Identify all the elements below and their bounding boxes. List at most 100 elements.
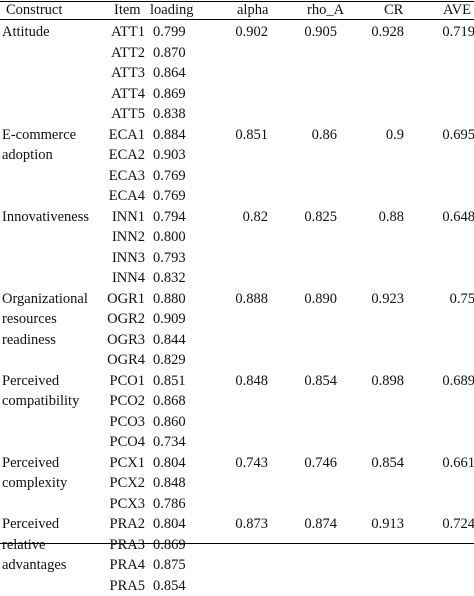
top-rule — [0, 1, 474, 2]
item-code: PCO4 — [109, 434, 145, 450]
construct-label: compatibility — [2, 393, 80, 409]
header-cr: CR — [384, 2, 404, 18]
item-code: ECA4 — [108, 188, 145, 204]
item-code: PCO2 — [109, 393, 145, 409]
item-code: ATT2 — [111, 44, 145, 61]
ave-value: 0.724 — [442, 516, 474, 532]
loading-value: 0.860 — [153, 413, 186, 430]
alpha-value: 0.873 — [235, 516, 268, 532]
loading-value: 0.838 — [153, 106, 186, 122]
loading-value: 0.769 — [153, 188, 186, 204]
cr-value: 0.88 — [378, 208, 404, 225]
loading-value: 0.800 — [153, 229, 186, 245]
item-code: OGR4 — [107, 352, 145, 368]
loading-value: 0.804 — [153, 516, 186, 532]
item-code: INN2 — [111, 229, 145, 245]
loading-value: 0.804 — [153, 454, 186, 471]
item-code: ECA3 — [108, 167, 145, 184]
ave-value: 0.648 — [442, 208, 474, 225]
cr-value: 0.928 — [371, 24, 404, 40]
construct-label: advantages — [2, 557, 67, 573]
item-code: PCX2 — [109, 475, 145, 491]
item-code: INN1 — [111, 208, 145, 225]
header-loading: loading — [150, 2, 194, 18]
header-alpha: alpha — [237, 2, 269, 18]
rho-a-value: 0.874 — [304, 516, 337, 532]
construct-label: complexity — [2, 475, 68, 491]
item-code: OGR1 — [107, 290, 145, 307]
construct-label: Attitude — [2, 24, 50, 40]
loading-value: 0.799 — [153, 24, 186, 40]
construct-label: E-commerce — [2, 126, 77, 143]
construct-label: Organizational — [2, 290, 88, 307]
item-code: ATT3 — [111, 65, 145, 81]
construct-label: Perceived — [2, 454, 60, 471]
item-code: INN4 — [111, 270, 145, 286]
item-code: ATT1 — [111, 24, 145, 40]
loading-value: 0.786 — [153, 495, 186, 512]
ave-value: 0.695 — [442, 126, 474, 143]
item-code: PRA5 — [109, 577, 145, 594]
cr-value: 0.854 — [371, 454, 404, 471]
item-code: OGR2 — [107, 311, 145, 327]
loading-value: 0.794 — [153, 208, 186, 225]
cr-value: 0.923 — [371, 290, 404, 307]
cr-value: 0.913 — [371, 516, 404, 532]
ave-value: 0.661 — [442, 454, 474, 471]
loading-value: 0.793 — [153, 249, 186, 266]
header-item: Item — [114, 2, 141, 18]
alpha-value: 0.848 — [235, 372, 268, 389]
rho-a-value: 0.905 — [304, 24, 337, 40]
ave-value: 0.689 — [442, 372, 474, 389]
loading-value: 0.829 — [153, 352, 186, 368]
loading-value: 0.870 — [153, 44, 186, 61]
cr-value: 0.9 — [385, 126, 404, 143]
item-code: ECA2 — [108, 147, 145, 163]
construct-label: readiness — [2, 331, 56, 348]
ave-value: 0.719 — [442, 24, 474, 40]
construct-label: Innovativeness — [2, 208, 89, 225]
header-rho-a: rho_A — [307, 2, 345, 18]
item-code: ATT5 — [111, 106, 145, 122]
alpha-value: 0.82 — [242, 208, 268, 225]
item-code: PCX1 — [109, 454, 145, 471]
item-code: PCO1 — [109, 372, 145, 389]
item-code: PCO3 — [109, 413, 145, 430]
item-code: PCX3 — [109, 495, 145, 512]
loading-value: 0.909 — [153, 311, 186, 327]
ave-value: 0.75 — [449, 290, 474, 307]
construct-label: Perceived — [2, 372, 60, 389]
loading-value: 0.868 — [153, 393, 186, 409]
alpha-value: 0.851 — [235, 126, 268, 143]
header-construct: Construct — [6, 2, 63, 18]
loading-value: 0.903 — [153, 147, 186, 163]
loading-value: 0.880 — [153, 290, 186, 307]
construct-label: Perceived — [2, 516, 60, 532]
item-code: PRA4 — [109, 557, 145, 573]
header-rule — [0, 19, 474, 20]
loading-value: 0.769 — [153, 167, 186, 184]
loading-value: 0.844 — [153, 331, 186, 348]
construct-label: adoption — [2, 147, 53, 163]
loading-value: 0.869 — [153, 85, 186, 102]
loading-value: 0.864 — [153, 65, 186, 81]
item-code: OGR3 — [107, 331, 145, 348]
item-code: ECA1 — [108, 126, 145, 143]
bottom-rule — [0, 543, 474, 544]
rho-a-value: 0.825 — [304, 208, 337, 225]
loading-value: 0.875 — [153, 557, 186, 573]
loading-value: 0.848 — [153, 475, 186, 491]
rho-a-value: 0.890 — [304, 290, 337, 307]
rho-a-value: 0.746 — [304, 454, 337, 471]
cr-value: 0.898 — [371, 372, 404, 389]
loading-value: 0.734 — [153, 434, 186, 450]
header-ave: AVE — [443, 2, 471, 18]
loading-value: 0.854 — [153, 577, 186, 594]
alpha-value: 0.888 — [235, 290, 268, 307]
loading-value: 0.884 — [153, 126, 186, 143]
rho-a-value: 0.86 — [311, 126, 337, 143]
loading-value: 0.851 — [153, 372, 186, 389]
item-code: PRA2 — [109, 516, 145, 532]
loading-value: 0.832 — [153, 270, 186, 286]
item-code: INN3 — [111, 249, 145, 266]
